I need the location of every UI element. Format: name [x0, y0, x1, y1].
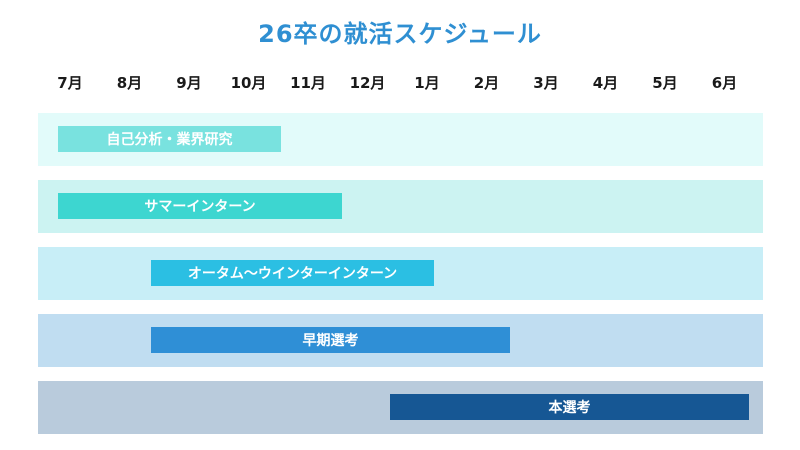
month-label: 12月	[349, 74, 386, 92]
month-label: 10月	[230, 74, 267, 92]
schedule-bar: 早期選考	[151, 327, 510, 353]
schedule-bar: 自己分析・業界研究	[58, 126, 281, 152]
page-title: 26卒の就活スケジュール	[258, 20, 542, 48]
schedule-bar-label: サマーインターン	[144, 199, 256, 215]
month-label: 9月	[176, 74, 202, 92]
schedule-bar-label: オータム〜ウインターインターン	[187, 266, 398, 282]
month-label: 3月	[533, 74, 559, 92]
month-label: 11月	[290, 74, 326, 92]
month-label: 8月	[116, 74, 143, 92]
schedule-bar-label: 早期選考	[302, 333, 359, 349]
month-label: 2月	[473, 74, 500, 92]
month-label: 6月	[711, 74, 738, 92]
month-label: 5月	[652, 74, 678, 92]
schedule-lane: オータム〜ウインターインターン	[38, 247, 763, 300]
month-label: 7月	[57, 74, 83, 92]
schedule-bar-label: 本選考	[548, 400, 591, 416]
schedule-lane: サマーインターン	[38, 180, 763, 233]
schedule-bar: オータム〜ウインターインターン	[151, 260, 434, 286]
schedule-bar: サマーインターン	[58, 193, 342, 219]
schedule-lane: 早期選考	[38, 314, 763, 367]
month-label: 1月	[414, 74, 440, 92]
month-label: 4月	[592, 74, 619, 92]
schedule-lane: 自己分析・業界研究	[38, 113, 763, 166]
month-axis: 7月 8月 9月 10月 11月 12月 1月 2月 3月 4月 5月 6月	[0, 72, 800, 96]
schedule-lane: 本選考	[38, 381, 763, 434]
schedule-bar-label: 自己分析・業界研究	[106, 132, 233, 148]
schedule-bar: 本選考	[390, 394, 749, 420]
